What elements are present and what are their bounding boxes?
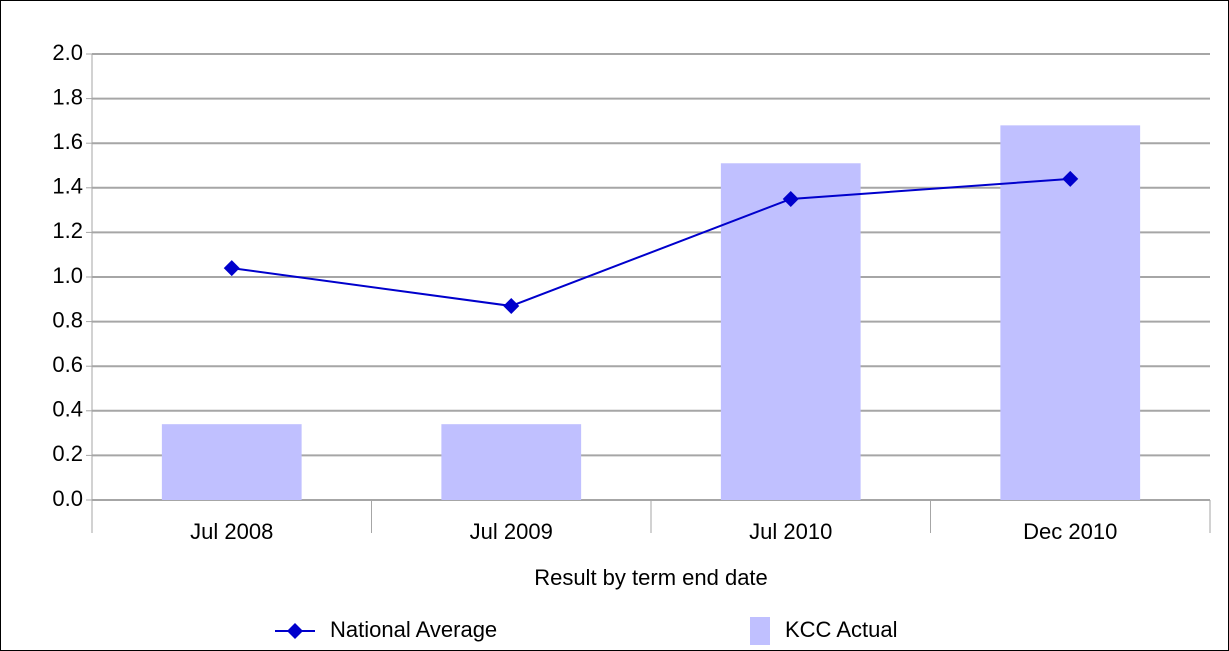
- x-tick-label: Jul 2008: [190, 519, 273, 544]
- legend-label: KCC Actual: [785, 617, 898, 642]
- x-tick-label: Jul 2009: [470, 519, 553, 544]
- y-tick-label: 1.6: [52, 129, 83, 154]
- line: [231, 177, 1071, 308]
- bar: [441, 424, 582, 500]
- y-tick-label: 0.6: [52, 352, 83, 377]
- y-tick-label: 0.8: [52, 307, 83, 332]
- y-tick-label: 1.0: [52, 263, 83, 288]
- marker: [503, 297, 520, 314]
- y-tick-label: 0.2: [52, 441, 83, 466]
- y-tick-label: 1.2: [52, 218, 83, 243]
- y-tick-label: 0.4: [52, 397, 83, 422]
- x-tick-label: Jul 2010: [749, 519, 832, 544]
- marker: [782, 190, 799, 207]
- bar: [720, 163, 861, 500]
- bar: [1000, 125, 1141, 501]
- y-tick-label: 1.8: [52, 84, 83, 109]
- y-tick-label: 2.0: [52, 40, 83, 65]
- legend-swatch: [750, 617, 770, 645]
- y-tick-label: 1.4: [52, 174, 83, 199]
- marker: [223, 260, 240, 277]
- bar: [161, 424, 302, 500]
- y-tick-label: 0.0: [52, 486, 83, 511]
- x-axis-title: Result by term end date: [534, 565, 768, 590]
- legend-label: National Average: [330, 617, 497, 642]
- x-tick-label: Dec 2010: [1023, 519, 1117, 544]
- marker: [1062, 170, 1079, 187]
- legend-marker: [287, 623, 303, 639]
